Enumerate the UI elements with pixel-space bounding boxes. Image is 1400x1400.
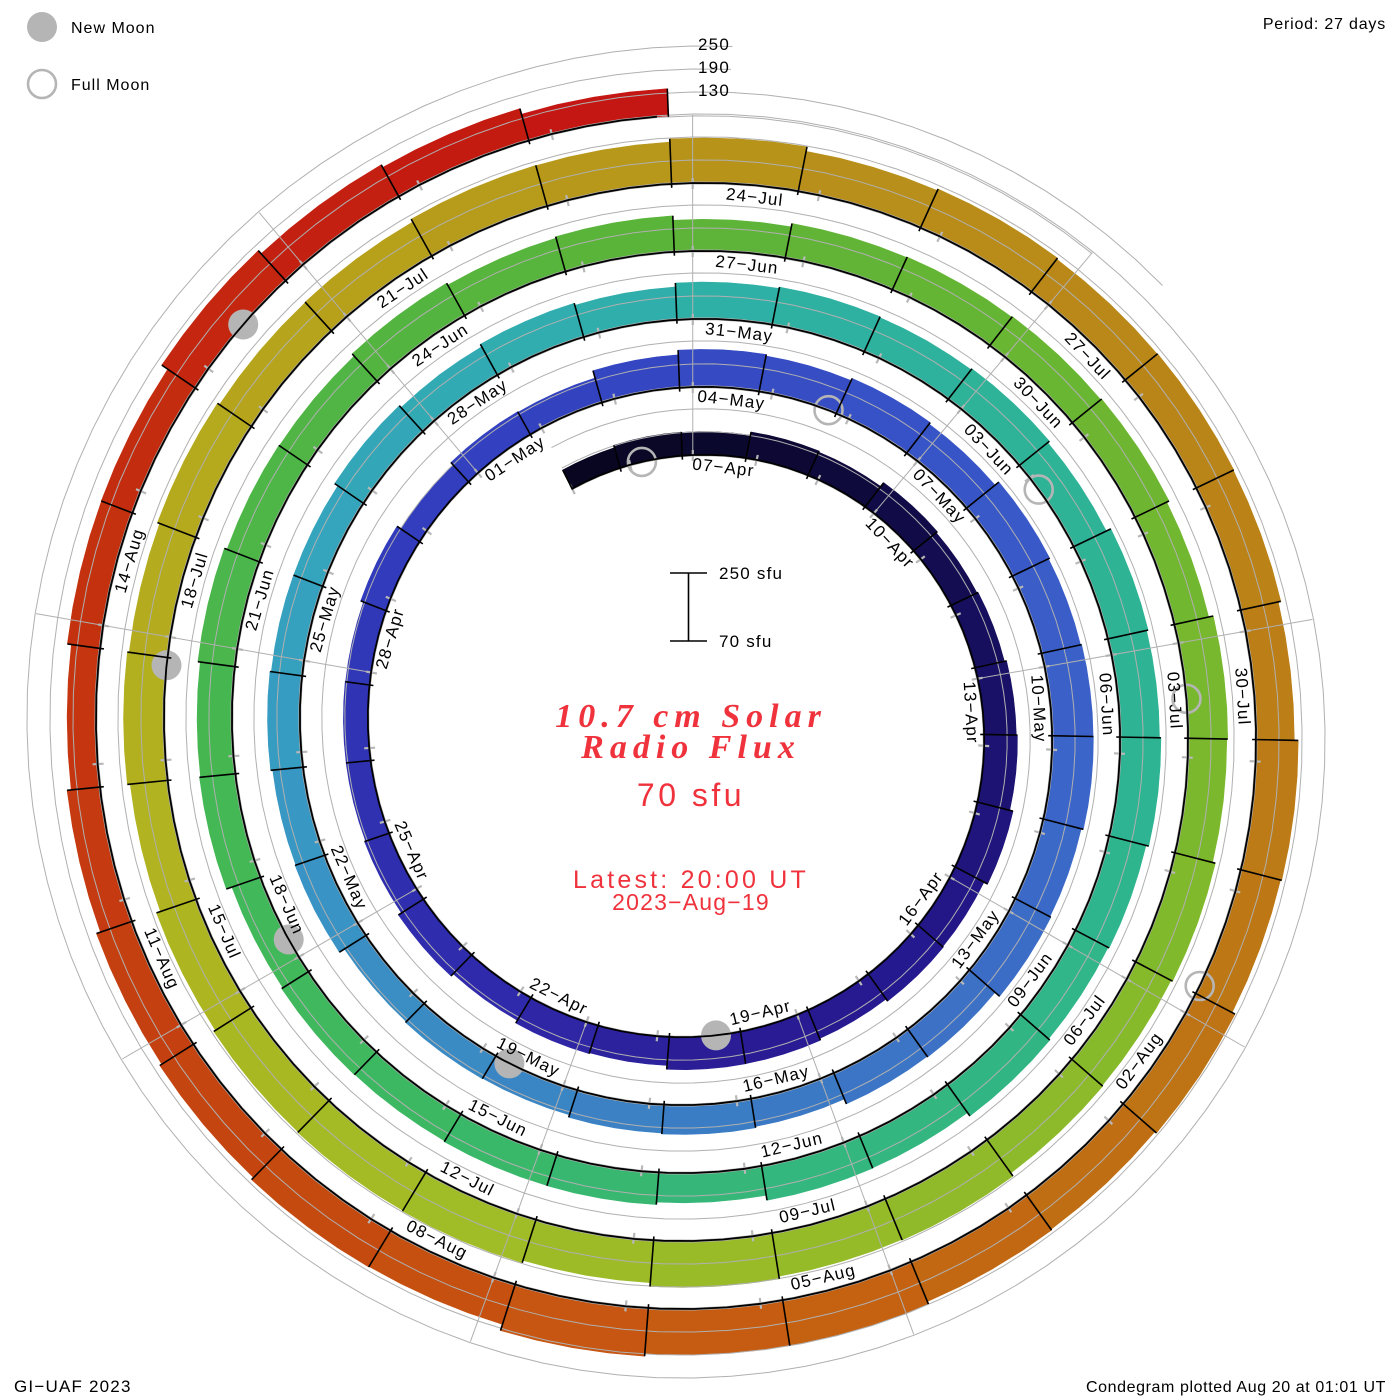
svg-text:70 sfu: 70 sfu — [637, 777, 745, 813]
svg-text:30−Jul: 30−Jul — [1231, 667, 1253, 726]
svg-text:Period: 27 days: Period: 27 days — [1263, 16, 1386, 33]
svg-text:Radio Flux: Radio Flux — [580, 729, 801, 766]
svg-text:2023−Aug−19: 2023−Aug−19 — [612, 889, 770, 915]
svg-text:10.7 cm Solar: 10.7 cm Solar — [555, 698, 827, 735]
svg-text:Condegram plotted Aug 20 at 01: Condegram plotted Aug 20 at 01:01 UT — [1086, 1379, 1386, 1396]
svg-text:130: 130 — [698, 81, 730, 100]
svg-text:Latest: 20:00 UT: Latest: 20:00 UT — [573, 866, 809, 894]
svg-text:Full Moon: Full Moon — [71, 77, 150, 94]
svg-text:250: 250 — [698, 35, 730, 54]
svg-text:70 sfu: 70 sfu — [719, 632, 773, 651]
svg-text:13−Apr: 13−Apr — [960, 681, 983, 745]
svg-text:New Moon: New Moon — [71, 20, 155, 37]
svg-text:250 sfu: 250 sfu — [719, 564, 783, 583]
svg-text:190: 190 — [698, 58, 730, 77]
svg-text:10−May: 10−May — [1027, 674, 1050, 743]
svg-text:03−Jul: 03−Jul — [1163, 671, 1185, 730]
svg-text:GI−UAF 2023: GI−UAF 2023 — [14, 1377, 132, 1396]
svg-text:06−Jun: 06−Jun — [1095, 672, 1118, 736]
